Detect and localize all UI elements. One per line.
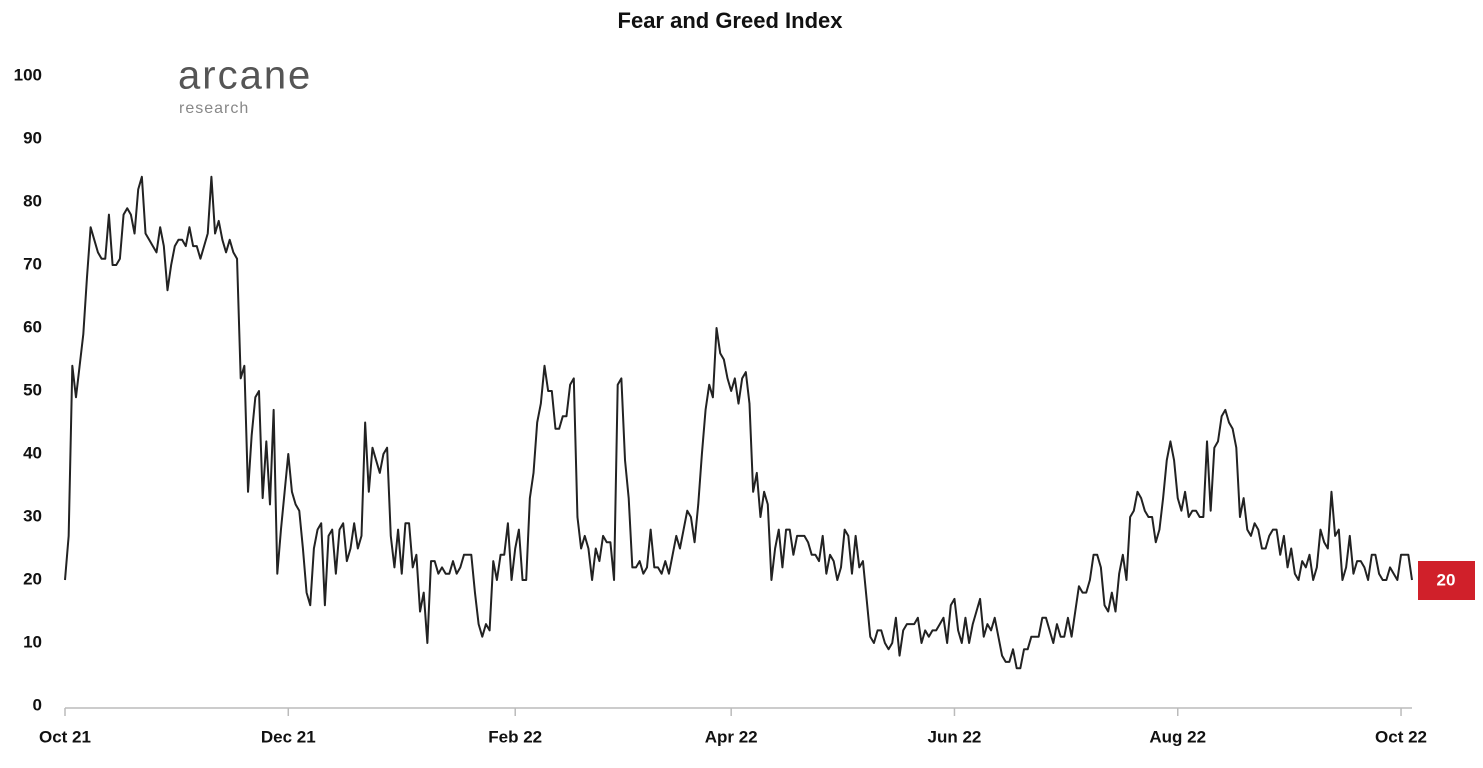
y-tick-label: 60 [23, 317, 42, 336]
x-tick-label: Oct 22 [1375, 727, 1427, 746]
y-tick-label: 10 [23, 632, 42, 651]
y-tick-label: 70 [23, 254, 42, 273]
y-tick-label: 40 [23, 443, 42, 462]
y-tick-label: 100 [14, 65, 42, 84]
y-tick-label: 90 [23, 128, 42, 147]
x-tick-label: Oct 21 [39, 727, 91, 746]
logo-tagline: research [179, 100, 249, 117]
x-tick-label: Apr 22 [705, 727, 758, 746]
last-value-label: 20 [1437, 570, 1456, 589]
x-tick-label: Dec 21 [261, 727, 316, 746]
last-value-box [1418, 561, 1475, 600]
logo-name: arcane [178, 54, 312, 98]
y-tick-label: 0 [33, 695, 42, 714]
y-tick-label: 20 [23, 569, 42, 588]
y-tick-label: 30 [23, 506, 42, 525]
chart-title: Fear and Greed Index [618, 8, 844, 33]
y-tick-label: 50 [23, 380, 42, 399]
x-tick-label: Aug 22 [1149, 727, 1206, 746]
x-tick-label: Feb 22 [488, 727, 542, 746]
y-tick-label: 80 [23, 191, 42, 210]
x-tick-label: Jun 22 [928, 727, 982, 746]
line [64, 175, 1413, 670]
